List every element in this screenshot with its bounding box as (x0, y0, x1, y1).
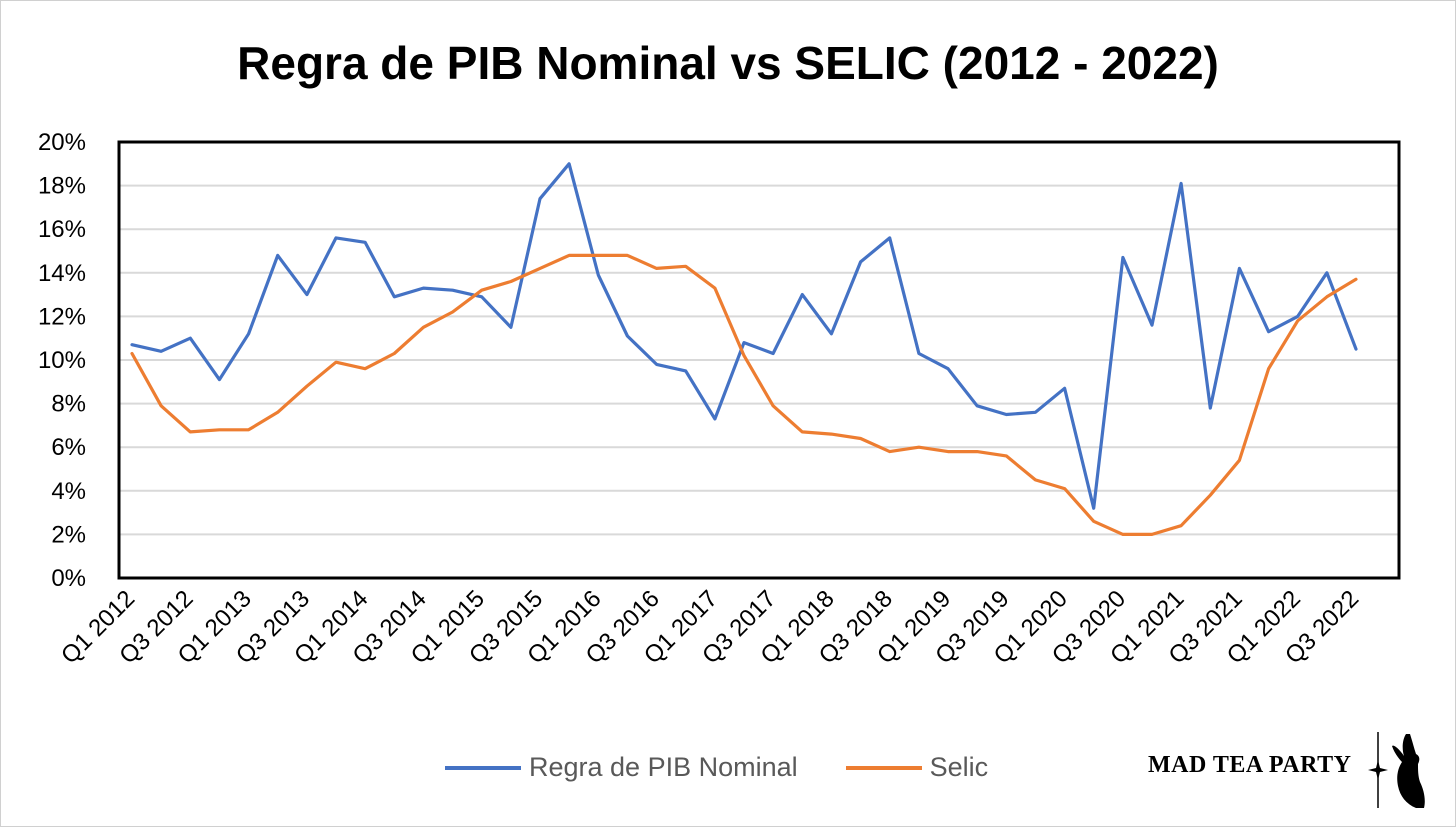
y-tick-label: 6% (51, 434, 86, 461)
y-tick-label: 2% (51, 521, 86, 548)
series-lines (130, 162, 1358, 537)
y-axis-ticks: 0% 2% 4% 6% 8% 10% 12% 14% 16% 18% 20% (38, 129, 86, 592)
legend-item-pib: Regra de PIB Nominal (445, 752, 798, 783)
brand-text: MAD TEA PARTY (1148, 752, 1352, 778)
y-tick-label: 4% (51, 478, 86, 505)
legend-item-selic: Selic (845, 752, 989, 783)
chart-title: Regra de PIB Nominal vs SELIC (2012 - 20… (237, 37, 1219, 89)
rabbit-silhouette-icon (1368, 732, 1425, 808)
legend-swatch-selic (845, 765, 922, 770)
y-tick-label: 10% (38, 347, 86, 374)
y-tick-label: 8% (51, 391, 86, 418)
y-tick-label: 16% (38, 216, 86, 243)
y-tick-label: 20% (38, 129, 86, 156)
plot-area-border (117, 140, 1401, 580)
four-point-star-icon (1368, 760, 1388, 780)
series-line-selic (130, 253, 1358, 537)
series-line-pib-nominal (130, 162, 1358, 510)
gridlines (119, 184, 1399, 536)
legend-label-pib: Regra de PIB Nominal (529, 752, 798, 782)
legend: Regra de PIB Nominal Selic (445, 752, 1036, 783)
y-tick-label: 12% (38, 303, 86, 330)
legend-label-selic: Selic (929, 752, 989, 782)
y-tick-label: 18% (38, 173, 86, 200)
brand-watermark: MAD TEA PARTY (1148, 730, 1438, 810)
y-tick-label: 0% (51, 565, 86, 592)
legend-swatch-pib (445, 765, 521, 770)
y-tick-label: 14% (38, 260, 86, 287)
